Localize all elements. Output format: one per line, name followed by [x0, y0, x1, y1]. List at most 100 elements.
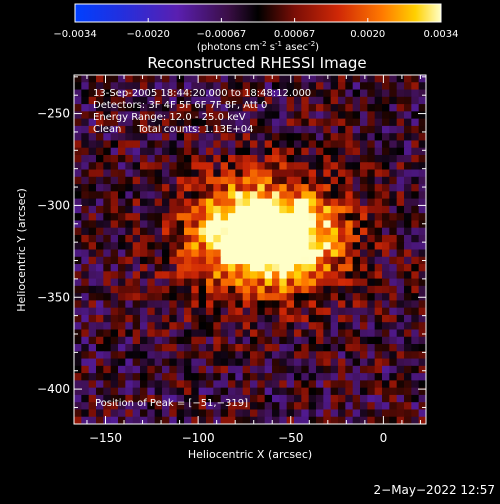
heatmap-cell	[418, 176, 426, 185]
heatmap-cell	[272, 118, 280, 127]
heatmap-cell	[81, 264, 90, 272]
heatmap-cell	[154, 227, 163, 236]
heatmap-cell	[374, 394, 383, 403]
heatmap-cell	[242, 256, 251, 265]
heatmap-cell	[242, 118, 251, 127]
heatmap-cell	[228, 380, 236, 389]
heatmap-cell	[330, 416, 339, 424]
heatmap-cell	[235, 394, 244, 403]
heatmap-cell	[257, 191, 266, 200]
heatmap-cell	[88, 162, 97, 171]
heatmap-cell	[389, 387, 398, 396]
heatmap-cell	[169, 329, 178, 338]
heatmap-cell	[81, 300, 90, 309]
heatmap-cell	[345, 416, 354, 424]
heatmap-cell	[235, 140, 244, 149]
heatmap-cell	[374, 75, 383, 83]
heatmap-cell	[169, 271, 178, 280]
heatmap-cell	[220, 329, 229, 338]
heatmap-cell	[169, 351, 178, 360]
heatmap-cell	[352, 234, 361, 243]
heatmap-cell	[374, 242, 383, 251]
heatmap-cell	[206, 89, 214, 98]
heatmap-cell	[286, 111, 295, 120]
heatmap-cell	[345, 249, 354, 258]
heatmap-cell	[330, 322, 339, 331]
heatmap-cell	[147, 140, 156, 149]
heatmap-cell	[382, 96, 390, 105]
heatmap-cell	[250, 82, 258, 91]
heatmap-cell	[360, 82, 368, 91]
heatmap-cell	[404, 147, 412, 156]
heatmap-cell	[169, 198, 178, 207]
heatmap-cell	[404, 416, 412, 424]
heatmap-cell	[338, 271, 346, 280]
heatmap-cell	[198, 336, 207, 345]
heatmap-cell	[125, 205, 134, 214]
heatmap-cell	[169, 234, 178, 243]
heatmap-cell	[257, 314, 266, 323]
heatmap-cell	[301, 387, 310, 396]
heatmap-cell	[81, 387, 90, 396]
heatmap-cell	[235, 242, 244, 251]
heatmap-cell	[103, 351, 112, 360]
heatmap-cell	[411, 394, 420, 403]
heatmap-cell	[345, 111, 354, 120]
heatmap-cell	[352, 154, 361, 163]
heatmap-cell	[330, 96, 339, 105]
colorbar-tick-label: 0.00067	[274, 29, 315, 40]
heatmap-cell	[396, 111, 405, 120]
heatmap-cell	[140, 82, 148, 91]
heatmap-cell	[206, 147, 214, 156]
heatmap-cell	[389, 104, 398, 112]
heatmap-cell	[176, 227, 185, 236]
heatmap-cell	[316, 125, 324, 134]
heatmap-cell	[257, 387, 266, 396]
heatmap-cell	[154, 329, 163, 338]
heatmap-cell	[235, 300, 244, 309]
heatmap-cell	[257, 118, 266, 127]
heatmap-cell	[345, 373, 354, 381]
heatmap-cell	[213, 96, 222, 105]
heatmap-cell	[323, 176, 332, 185]
heatmap-cell	[286, 140, 295, 149]
heatmap-cell	[198, 322, 207, 331]
heatmap-cell	[382, 227, 390, 236]
heatmap-cell	[140, 111, 148, 120]
heatmap-cell	[147, 365, 156, 374]
heatmap-cell	[110, 314, 119, 323]
heatmap-cell	[264, 147, 273, 156]
heatmap-cell	[250, 402, 258, 411]
heatmap-cell	[228, 394, 236, 403]
heatmap-cell	[411, 365, 420, 374]
heatmap-cell	[323, 402, 332, 411]
heatmap-cell	[316, 205, 324, 214]
heatmap-cell	[279, 373, 288, 381]
heatmap-cell	[184, 125, 192, 134]
heatmap-cell	[213, 256, 222, 265]
heatmap-cell	[125, 82, 134, 91]
x-axis-label: Heliocentric X (arcsec)	[188, 448, 312, 461]
heatmap-cell	[147, 118, 156, 127]
heatmap-cell	[96, 409, 104, 418]
heatmap-cell	[308, 75, 317, 83]
heatmap-cell	[374, 365, 383, 374]
heatmap-cell	[140, 89, 148, 98]
heatmap-cell	[235, 104, 244, 112]
heatmap-cell	[411, 205, 420, 214]
heatmap-cell	[140, 140, 148, 149]
heatmap-cell	[308, 125, 317, 134]
heatmap-cell	[330, 314, 339, 323]
heatmap-cell	[96, 89, 104, 98]
heatmap-cell	[250, 154, 258, 163]
heatmap-cell	[316, 118, 324, 127]
heatmap-cell	[140, 314, 148, 323]
heatmap-cell	[169, 416, 178, 424]
heatmap-cell	[103, 96, 112, 105]
heatmap-cell	[206, 227, 214, 236]
heatmap-cell	[162, 242, 170, 251]
heatmap-cell	[169, 89, 178, 98]
heatmap-cell	[411, 322, 420, 331]
heatmap-cell	[176, 365, 185, 374]
heatmap-cell	[140, 402, 148, 411]
